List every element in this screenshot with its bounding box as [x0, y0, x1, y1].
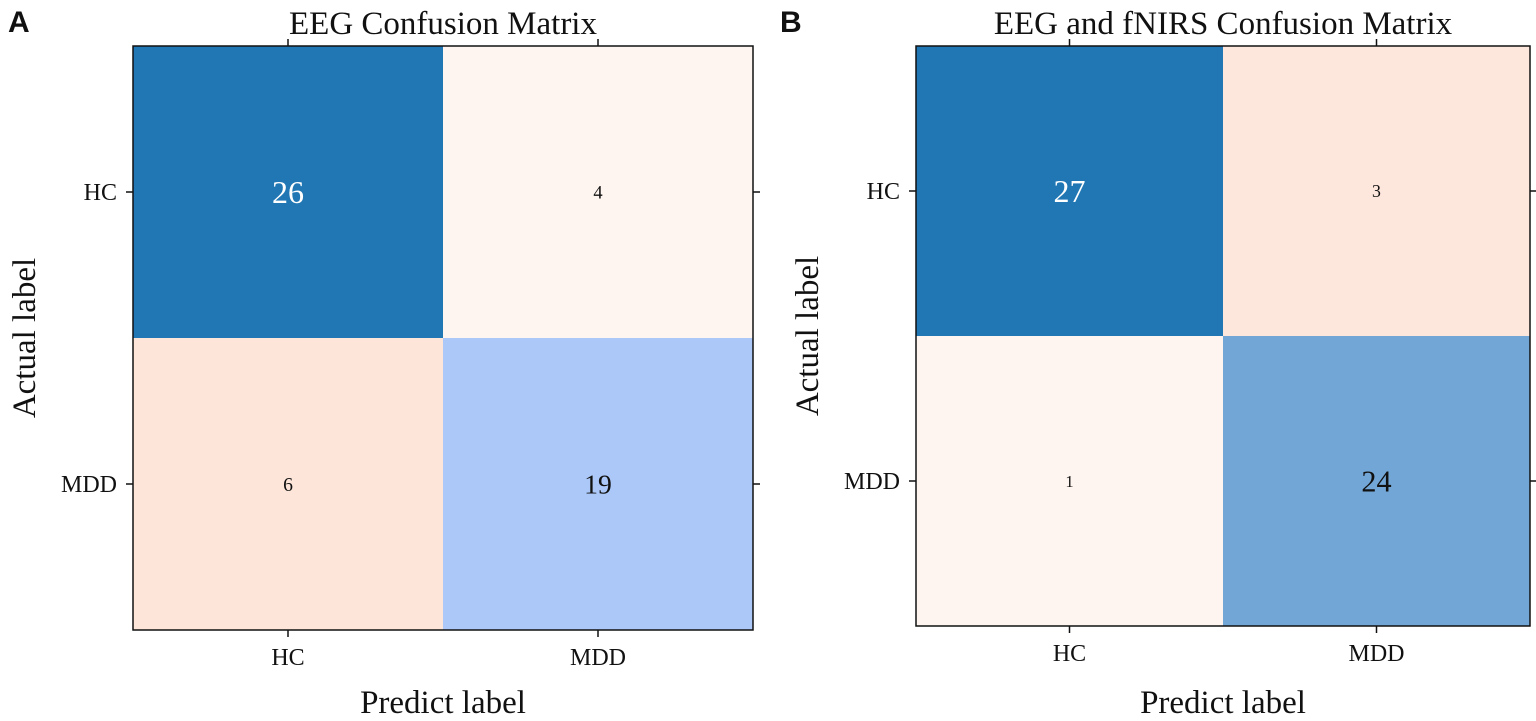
heatmap-cell [1223, 46, 1530, 336]
cell-value-label: 6 [283, 474, 293, 496]
heatmap-cell [1223, 336, 1530, 626]
confusion-matrix-panel-a: A EEG Confusion Matrix 26 4 6 19 HC MDD HC MDD Pre… [7, 6, 760, 721]
heatmap-cell [443, 338, 753, 630]
y-tick-label: HC [84, 180, 117, 206]
y-tick-label: MDD [61, 472, 117, 498]
heatmap-cell [443, 46, 753, 338]
x-tick-label: MDD [1348, 641, 1404, 667]
heatmap-cell [133, 338, 443, 630]
x-tick-label: HC [1053, 641, 1086, 667]
y-axis-label: Actual label [790, 256, 826, 416]
cell-value-label: 1 [1065, 472, 1073, 491]
panel-label: A [8, 6, 30, 39]
x-tick-label: MDD [570, 645, 626, 671]
cell-value-label: 19 [584, 469, 612, 500]
y-tick-label: HC [867, 179, 900, 205]
cell-value-label: 3 [1372, 181, 1381, 201]
heatmap-cell [916, 46, 1223, 336]
cell-value-label: 4 [593, 183, 602, 203]
panel-label: B [780, 6, 802, 39]
x-axis-label: Predict label [1140, 685, 1306, 721]
cell-value-label: 24 [1361, 465, 1391, 499]
y-tick-label: MDD [844, 469, 900, 495]
chart-title: EEG Confusion Matrix [289, 6, 597, 42]
confusion-matrix-panel-b: B EEG and fNIRS Confusion Matrix 27 3 1 24 HC M… [780, 6, 1536, 721]
heatmap-cell [916, 336, 1223, 626]
y-axis-label: Actual label [7, 258, 43, 418]
cell-value-label: 26 [272, 174, 304, 210]
x-tick-label: HC [271, 645, 304, 671]
x-axis-label: Predict label [360, 685, 526, 721]
plot-frame [915, 45, 1531, 627]
cell-value-label: 27 [1054, 173, 1086, 209]
heatmap-cell [133, 46, 443, 338]
plot-frame [132, 45, 754, 631]
chart-title: EEG and fNIRS Confusion Matrix [994, 6, 1453, 42]
